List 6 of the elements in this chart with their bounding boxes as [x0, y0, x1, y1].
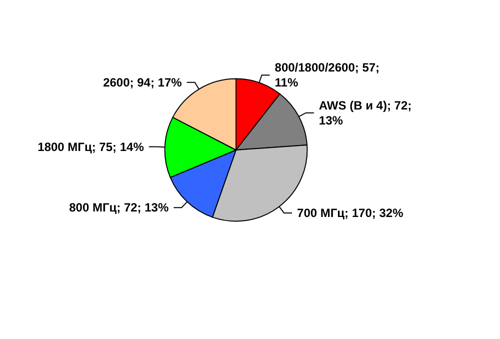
slice-label: 700 МГц; 170; 32%: [297, 206, 404, 220]
slice-label: 800 МГц; 72; 13%: [69, 200, 169, 215]
slice-label: 800/1800/2600; 57; 11%: [274, 60, 383, 90]
slice-label: 2600; 94; 17%: [103, 75, 182, 90]
slice-label: AWS (B и 4); 72; 13%: [318, 98, 415, 128]
slice-label: 1800 МГц; 75; 14%: [38, 140, 144, 154]
